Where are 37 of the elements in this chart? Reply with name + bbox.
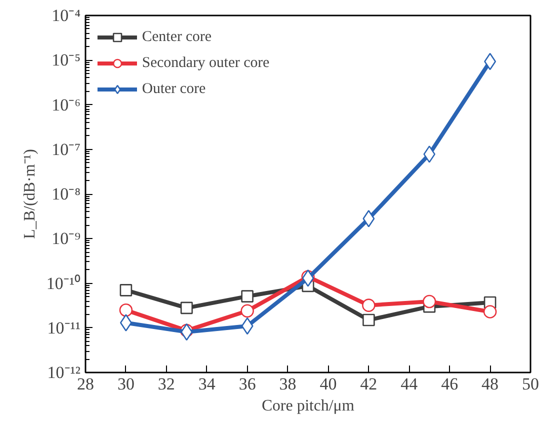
x-tick-label: 44 (400, 374, 418, 394)
legend-label: Outer core (142, 80, 206, 98)
x-tick-label: 48 (482, 374, 499, 394)
point (422, 294, 436, 308)
point (120, 284, 132, 296)
y-tick-label: 10⁻⁷ (52, 140, 81, 159)
x-tick-label: 36 (238, 374, 256, 394)
point (483, 305, 497, 318)
x-tick-label: 34 (198, 374, 216, 394)
point (120, 314, 132, 332)
x-tick-label: 38 (279, 374, 296, 394)
y-tick-label: 10⁻⁹ (52, 229, 81, 248)
point (362, 298, 376, 312)
point (180, 302, 193, 314)
legend-label: Center core (142, 28, 212, 46)
y-tick-label: 10⁻⁴ (52, 6, 81, 25)
point (119, 303, 133, 317)
x-tick-label: 28 (77, 374, 94, 394)
point (241, 290, 254, 302)
x-tick-label: 50 (522, 374, 539, 394)
x-tick-label: 32 (158, 374, 175, 394)
x-tick-label: 46 (441, 374, 458, 394)
y-tick-label: 10⁻¹⁰ (46, 274, 81, 293)
y-tick-label: 10⁻⁸ (52, 184, 81, 204)
y-tick-label: 10⁻⁵ (52, 50, 81, 70)
x-tick-label: 42 (360, 374, 378, 394)
x-tick-label: 40 (320, 374, 337, 394)
point (362, 314, 375, 326)
point (362, 210, 375, 228)
point (240, 304, 254, 318)
point (423, 146, 436, 163)
x-tick-label: 30 (117, 374, 134, 394)
legend-label: Secondary outer core (142, 54, 270, 72)
y-axis-title: L_B/(dB·m⁻¹) (21, 149, 38, 239)
y-tick-label: 10⁻¹¹ (47, 318, 81, 338)
x-axis-title: Core pitch/μm (262, 398, 355, 414)
y-tick-label: 10⁻⁶ (52, 95, 81, 114)
